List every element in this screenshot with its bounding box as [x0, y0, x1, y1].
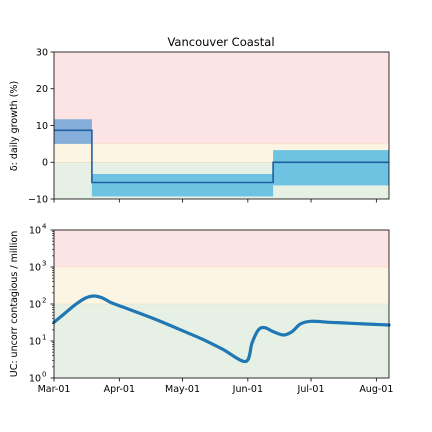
contagious-x-tick-label: Mar-01	[38, 384, 71, 395]
growth-line	[54, 129, 389, 184]
growth-y-tick-label: 30	[36, 47, 48, 58]
contagious-x-tick-label: Jun-01	[232, 384, 263, 395]
contagious-line	[52, 294, 391, 364]
contagious-y-tick-base: 10	[29, 299, 41, 310]
contagious-zone-1	[54, 267, 389, 304]
growth-frame	[53, 51, 390, 200]
growth-bands	[54, 119, 389, 197]
contagious-zone-0	[54, 230, 389, 267]
growth-x-ticks	[53, 199, 377, 203]
growth-band-0	[54, 119, 92, 144]
growth-y-tick-label: 20	[36, 84, 48, 95]
chart-title: Vancouver Coastal	[167, 35, 274, 49]
contagious-x-tick-label: Jul-01	[297, 384, 325, 395]
contagious-y-tick-base: 10	[29, 225, 41, 236]
growth-panel: Vancouver Coastal −10 0 10 20 30 δ: daily gr…	[9, 35, 390, 205]
contagious-x-tick-label: May-01	[165, 384, 200, 395]
contagious-series-line-0	[52, 294, 391, 364]
growth-band-1	[91, 174, 274, 197]
contagious-y-tick-exp: 1	[42, 334, 46, 342]
contagious-x-ticks: Mar-01 Apr-01 May-01 Jun-01 Jul-01 Aug-01	[38, 378, 393, 395]
growth-zone-0	[54, 52, 389, 144]
contagious-y-label: UC: uncorr contagious / million	[9, 231, 20, 378]
contagious-y-tick-base: 10	[29, 373, 41, 384]
contagious-zones	[54, 230, 389, 378]
contagious-x-tick-label: Apr-01	[104, 384, 135, 395]
contagious-y-tick-base: 10	[29, 336, 41, 347]
growth-y-tick-label: 10	[36, 121, 48, 132]
growth-y-ticks: −10 0 10 20 30	[28, 47, 54, 205]
contagious-y-tick-base: 10	[29, 262, 41, 273]
growth-y-label: δ: daily growth (%)	[9, 81, 20, 171]
contagious-y-tick-exp: 2	[42, 297, 46, 305]
contagious-y-tick-exp: 3	[42, 260, 46, 268]
contagious-y-tick-exp: 0	[42, 371, 46, 379]
contagious-zone-2	[54, 304, 389, 378]
contagious-frame	[53, 229, 390, 379]
contagious-y-tick-exp: 4	[42, 223, 47, 231]
growth-step-line	[54, 129, 389, 184]
growth-y-tick-label: 0	[42, 158, 48, 169]
growth-y-tick-label: −10	[28, 194, 48, 205]
growth-band-2	[273, 150, 389, 186]
contagious-x-tick-label: Aug-01	[359, 384, 393, 395]
